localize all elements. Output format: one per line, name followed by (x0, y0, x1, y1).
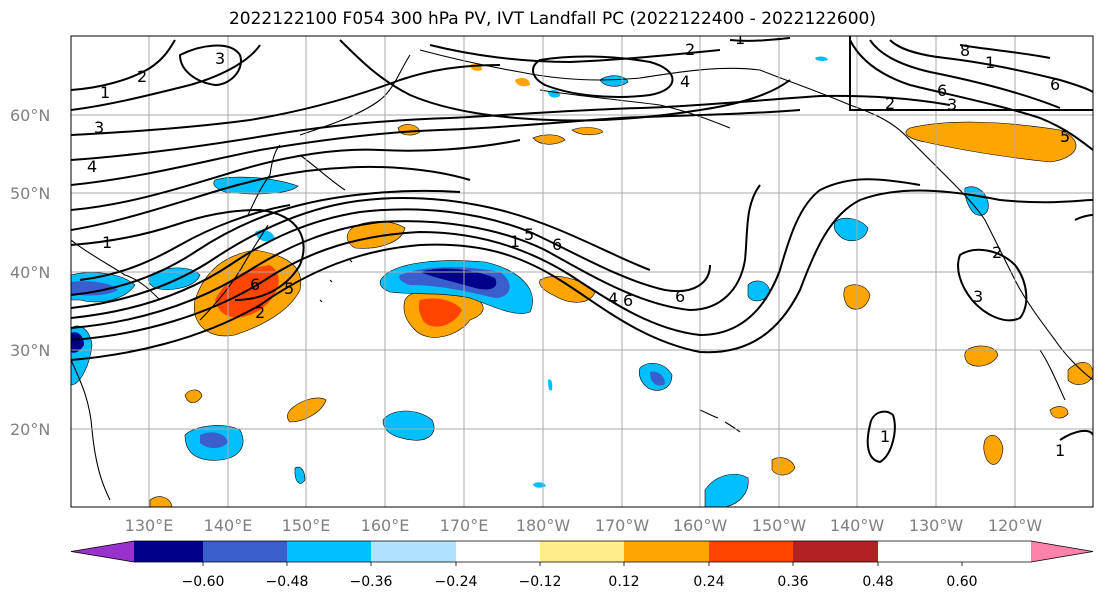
contour-label: 1 (985, 53, 995, 72)
lon-label: 180°W (516, 516, 571, 535)
colorbar-segment (287, 541, 371, 562)
contour-label: 1 (735, 29, 745, 48)
contour-label: 3 (94, 118, 104, 137)
colorbar-extend-min (71, 541, 134, 562)
contour-label: 2 (685, 40, 695, 59)
contour-label: 1 (102, 233, 112, 252)
lon-label: 160°E (361, 516, 410, 535)
lat-label: 30°N (10, 341, 50, 360)
colorbar-tick-label: 0.12 (608, 574, 639, 590)
lon-label: 170°E (440, 516, 489, 535)
longitude-labels: 130°E 140°E 150°E 160°E 170°E 180°W 170°… (125, 516, 1043, 535)
contour-label: 4 (608, 289, 618, 308)
lat-label: 20°N (10, 420, 50, 439)
colorbar-tick-label: −0.48 (266, 574, 309, 590)
colorbar-segment (624, 541, 709, 562)
lat-label: 40°N (10, 263, 50, 282)
colorbar-outline (70, 540, 1094, 563)
colorbar-segment (371, 541, 456, 562)
colorbar-segment (203, 541, 287, 562)
contour-label: 6 (623, 291, 633, 310)
colorbar-tick-label: 0.24 (693, 574, 724, 590)
colorbar-tick-label: −0.60 (182, 574, 225, 590)
colorbar-tick-labels: −0.60 −0.48 −0.36 −0.24 −0.12 0.12 0.24 … (182, 574, 978, 590)
contour-label: 1 (1055, 441, 1065, 460)
contour-label: 3 (973, 287, 983, 306)
contour-label: 1 (880, 427, 890, 446)
lon-label: 130°W (909, 516, 964, 535)
colorbar-tick-label: −0.12 (519, 574, 562, 590)
colorbar (70, 540, 1094, 566)
lon-label: 150°E (282, 516, 331, 535)
colorbar-tick-label: 0.48 (862, 574, 893, 590)
lon-label: 140°E (204, 516, 253, 535)
colorbar-segment (709, 541, 793, 562)
colorbar-extend-max (1031, 541, 1093, 562)
lon-label: 120°W (988, 516, 1043, 535)
colorbar-tick-label: −0.24 (435, 574, 478, 590)
contour-label: 1 (510, 232, 520, 251)
lon-label: 150°W (752, 516, 807, 535)
lat-label: 50°N (10, 184, 50, 203)
lon-label: 130°E (125, 516, 174, 535)
lon-label: 140°W (830, 516, 885, 535)
contour-label: 3 (215, 49, 225, 68)
contour-label: 4 (680, 72, 690, 91)
contour-label: 5 (1060, 127, 1070, 146)
contour-label: 2 (255, 303, 265, 322)
contour-label: 5 (524, 225, 534, 244)
colorbar-segment (456, 541, 540, 562)
contour-label: 4 (87, 157, 97, 176)
contour-label: 5 (284, 279, 294, 298)
contour-label: 2 (885, 94, 895, 113)
lon-label: 160°W (673, 516, 728, 535)
lat-label: 60°N (10, 106, 50, 125)
contour-labels: 2 1 3 3 4 1 5 6 2 1 5 6 4 6 6 2 1 4 2 6 … (87, 29, 1070, 460)
contour-label: 3 (947, 95, 957, 114)
pv-contours (71, 36, 1093, 464)
contour-label: 2 (992, 243, 1002, 262)
contour-label: 6 (937, 81, 947, 100)
colorbar-tick-label: 0.36 (777, 574, 808, 590)
contour-label: 6 (552, 235, 562, 254)
contour-label: 2 (137, 67, 147, 86)
colorbar-segment (134, 541, 203, 562)
colorbar-segment (540, 541, 624, 562)
map-title: 2022122100 F054 300 hPa PV, IVT Landfall… (228, 9, 876, 29)
colorbar-segment (793, 541, 878, 562)
colorbar-tick-label: −0.36 (350, 574, 393, 590)
map-frame (70, 35, 1094, 508)
contour-label: 1 (100, 83, 110, 102)
contour-label: 6 (250, 275, 260, 294)
colorbar-tick-label: 0.60 (946, 574, 977, 590)
contour-label: 6 (1050, 75, 1060, 94)
latitude-labels: 60°N 50°N 40°N 30°N 20°N (10, 106, 50, 439)
contour-label: 6 (675, 287, 685, 306)
contour-label: 8 (960, 41, 970, 60)
lon-label: 170°W (595, 516, 650, 535)
